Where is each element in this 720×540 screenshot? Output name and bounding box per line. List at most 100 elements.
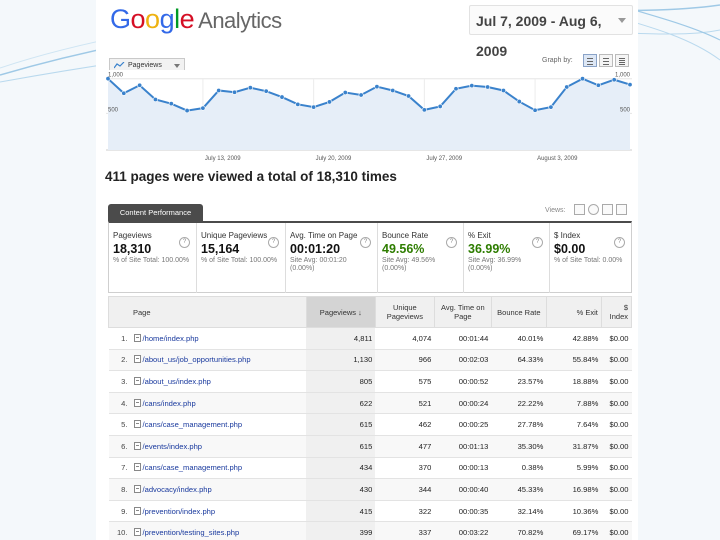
table-row[interactable]: 10. /prevention/testing_sites.php 399 337 00…	[108, 521, 632, 540]
metric-bounce-rate[interactable]: Bounce Rate 49.56% Site Avg: 49.56% (0.0…	[378, 223, 464, 293]
data-point[interactable]	[137, 82, 143, 88]
table-row[interactable]: 3. /about_us/index.php 805 575 00:00:52 23.57…	[108, 370, 632, 393]
data-point[interactable]	[106, 76, 111, 82]
page-icon[interactable]	[133, 463, 141, 472]
page-icon[interactable]	[133, 441, 141, 450]
data-point[interactable]	[453, 86, 459, 92]
data-point[interactable]	[564, 84, 570, 90]
page-icon[interactable]	[133, 506, 141, 515]
help-icon[interactable]: ?	[446, 237, 457, 248]
help-icon[interactable]: ?	[532, 237, 543, 248]
data-point[interactable]	[485, 84, 491, 90]
col-header-avg-time[interactable]: Avg. Time on Page	[433, 296, 492, 328]
performance-view-icon[interactable]	[602, 204, 613, 215]
data-point[interactable]	[406, 93, 412, 99]
data-point[interactable]	[358, 92, 364, 98]
page-icon[interactable]	[133, 528, 141, 537]
col-header-unique-pageviews[interactable]: Unique Pageviews	[374, 296, 435, 328]
table-view-icon[interactable]	[574, 204, 585, 215]
col-header-bounce-rate[interactable]: Bounce Rate	[490, 296, 547, 328]
page-icon[interactable]	[133, 484, 141, 493]
page-link[interactable]: /events/index.php	[142, 441, 203, 451]
page-link[interactable]: /cans/case_management.php	[142, 420, 243, 430]
comparison-view-icon[interactable]	[616, 204, 627, 215]
page-icon[interactable]	[133, 333, 141, 342]
help-icon[interactable]: ?	[268, 237, 279, 248]
cell-unique-pageviews: 370	[375, 457, 435, 480]
date-range-picker[interactable]: Jul 7, 2009 - Aug 6, 2009	[469, 5, 633, 59]
data-point[interactable]	[421, 107, 427, 113]
data-point[interactable]	[121, 90, 127, 96]
page-link[interactable]: /prevention/testing_sites.php	[142, 528, 240, 538]
data-point[interactable]	[216, 87, 222, 93]
table-row[interactable]: 4. /cans/index.php 622 521 00:00:24 22.22% 7.8…	[108, 392, 632, 415]
page-link[interactable]: /prevention/index.php	[142, 506, 216, 516]
data-point[interactable]	[500, 87, 506, 93]
help-icon[interactable]: ?	[179, 237, 190, 248]
pie-view-icon[interactable]	[588, 204, 599, 215]
tab-content-performance[interactable]: Content Performance	[108, 204, 203, 221]
graph-by-day-button[interactable]	[583, 54, 597, 67]
metric-sub: Site Avg: 49.56% (0.00%)	[382, 257, 436, 272]
metric-dollar-index[interactable]: $ Index $0.00 % of Site Total: 0.00% ?	[550, 223, 631, 293]
data-point[interactable]	[611, 77, 617, 83]
page-link[interactable]: /advocacy/index.php	[142, 484, 212, 494]
data-point[interactable]	[595, 82, 601, 88]
page-link[interactable]: /about_us/job_opportunities.php	[142, 355, 251, 365]
data-point[interactable]	[263, 88, 269, 94]
google-analytics-logo[interactable]: Google Analytics	[110, 4, 282, 35]
metric-pageviews[interactable]: Pageviews 18,310 % of Site Total: 100.00…	[109, 223, 197, 293]
table-row[interactable]: 5. /cans/case_management.php 615 462 00:00:2…	[108, 413, 632, 436]
data-point[interactable]	[232, 89, 238, 95]
graph-by-week-button[interactable]	[599, 54, 613, 67]
page-link[interactable]: /cans/case_management.php	[142, 463, 243, 473]
table-row[interactable]: 9. /prevention/index.php 415 322 00:00:35 32.…	[108, 500, 632, 523]
page-link[interactable]: /home/index.php	[142, 333, 199, 343]
data-point[interactable]	[390, 87, 396, 93]
data-point[interactable]	[200, 105, 206, 111]
page-icon[interactable]	[133, 420, 141, 429]
data-point[interactable]	[374, 84, 380, 90]
col-header-page[interactable]: Page	[108, 296, 307, 328]
help-icon[interactable]: ?	[360, 237, 371, 248]
data-point[interactable]	[247, 85, 253, 91]
table-row[interactable]: 2. /about_us/job_opportunities.php 1,130 96…	[108, 349, 632, 372]
data-point[interactable]	[437, 103, 443, 109]
page-icon[interactable]	[133, 376, 141, 385]
metric-label: Unique Pageviews	[201, 231, 268, 240]
metric-avg-time[interactable]: Avg. Time on Page 00:01:20 Site Avg: 00:…	[286, 223, 378, 293]
table-row[interactable]: 6. /events/index.php 615 477 00:01:13 35.30% 3…	[108, 435, 632, 458]
row-number: 3.	[108, 370, 131, 393]
data-point[interactable]	[295, 101, 301, 107]
data-point[interactable]	[516, 99, 522, 105]
page-link[interactable]: /cans/index.php	[142, 398, 196, 408]
data-point[interactable]	[168, 101, 174, 107]
data-point[interactable]	[548, 104, 554, 110]
data-point[interactable]	[627, 82, 632, 88]
pageviews-chart[interactable]: 1,000 1,000 500 500 July 13, 2009 July 20, 20…	[106, 70, 632, 162]
data-point[interactable]	[580, 76, 586, 82]
data-point[interactable]	[184, 108, 190, 114]
data-point[interactable]	[279, 94, 285, 100]
table-row[interactable]: 1. /home/index.php 4,811 4,074 00:01:44 40.01…	[108, 327, 632, 350]
page-link[interactable]: /about_us/index.php	[142, 376, 211, 386]
table-row[interactable]: 8. /advocacy/index.php 430 344 00:00:40 45.33…	[108, 478, 632, 501]
page-icon[interactable]	[133, 355, 141, 364]
col-header-exit[interactable]: % Exit	[545, 296, 602, 328]
cell-pageviews: 430	[306, 478, 376, 501]
help-icon[interactable]: ?	[614, 237, 625, 248]
data-point[interactable]	[469, 83, 475, 89]
col-header-dollar-index[interactable]: $ Index	[600, 296, 633, 328]
col-header-pageviews[interactable]: Pageviews ↓	[305, 296, 376, 328]
metric-unique-pageviews[interactable]: Unique Pageviews 15,164 % of Site Total:…	[197, 223, 286, 293]
graph-by-month-button[interactable]	[615, 54, 629, 67]
data-point[interactable]	[152, 96, 158, 102]
table-row[interactable]: 7. /cans/case_management.php 434 370 00:00:1…	[108, 457, 632, 480]
data-point[interactable]	[326, 99, 332, 105]
data-point[interactable]	[311, 104, 317, 110]
data-point[interactable]	[532, 107, 538, 113]
page-icon[interactable]	[133, 398, 141, 407]
metric-exit[interactable]: % Exit 36.99% Site Avg: 36.99% (0.00%) ?	[464, 223, 550, 293]
logo-letter: e	[179, 4, 195, 34]
data-point[interactable]	[342, 90, 348, 96]
